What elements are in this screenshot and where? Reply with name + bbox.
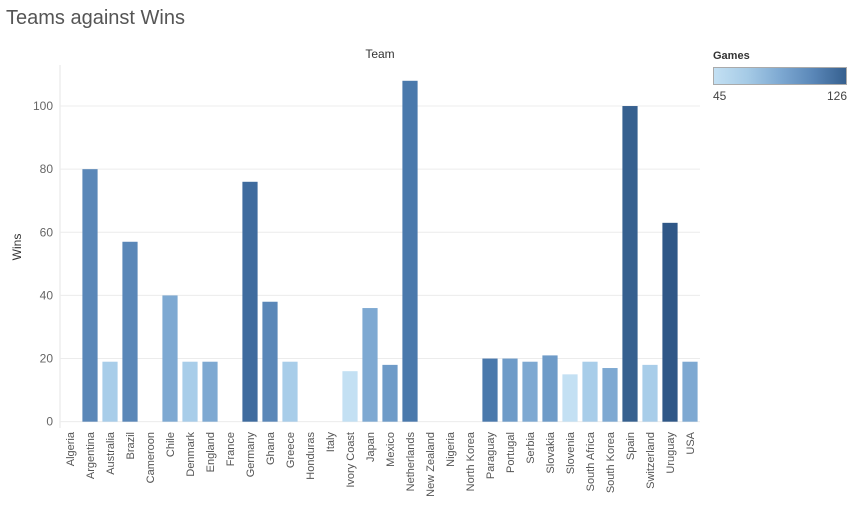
x-tick-label: Mexico <box>385 432 397 467</box>
x-tick-label: Denmark <box>185 432 197 477</box>
x-tick-label: Ghana <box>265 431 277 465</box>
x-tick-label: Slovenia <box>565 431 577 474</box>
bar-slovakia[interactable] <box>542 355 558 422</box>
bar-argentina[interactable] <box>82 169 98 422</box>
y-tick-label: 20 <box>40 352 54 366</box>
x-tick-label: North Korea <box>465 431 477 491</box>
chart-title: Teams against Wins <box>6 7 185 29</box>
y-tick-label: 100 <box>33 99 53 113</box>
bar-ghana[interactable] <box>262 301 278 422</box>
y-tick-label: 0 <box>46 415 53 429</box>
x-tick-label: Germany <box>245 432 257 478</box>
color-legend: Games 45 126 <box>713 50 847 105</box>
y-axis-title: Wins <box>10 234 24 261</box>
x-tick-label: Spain <box>625 432 637 460</box>
bar-switzerland[interactable] <box>642 364 658 422</box>
y-tick-label: 60 <box>40 225 54 239</box>
bar-uruguay[interactable] <box>662 222 678 422</box>
x-tick-label: Slovakia <box>545 431 557 473</box>
bars <box>82 80 698 422</box>
x-tick-label: Japan <box>365 432 377 462</box>
bar-mexico[interactable] <box>382 364 398 422</box>
bar-portugal[interactable] <box>502 358 518 422</box>
bar-slovenia[interactable] <box>562 374 578 422</box>
bar-germany[interactable] <box>242 181 258 422</box>
y-tick-label: 40 <box>40 288 54 302</box>
x-tick-label: Ivory Coast <box>345 432 357 488</box>
x-tick-label: Uruguay <box>665 432 677 474</box>
x-axis-ticks: Algeria Argentina Australia Brazil Cameroon C… <box>65 431 697 497</box>
bar-ivory-coast[interactable] <box>342 371 358 422</box>
bar-brazil[interactable] <box>122 241 138 422</box>
x-tick-label: Cameroon <box>145 432 157 483</box>
bar-chile[interactable] <box>162 295 178 422</box>
x-tick-label: Switzerland <box>645 432 657 489</box>
x-tick-label: Netherlands <box>405 432 417 492</box>
bar-denmark[interactable] <box>182 361 198 422</box>
x-tick-label: Australia <box>105 431 117 475</box>
x-tick-label: New Zealand <box>425 432 437 497</box>
x-tick-label: Paraguay <box>485 432 497 480</box>
x-tick-label: France <box>225 432 237 466</box>
y-axis-ticks: 0 20 40 60 80 100 <box>33 99 53 429</box>
y-tick-label: 80 <box>40 162 54 176</box>
bar-south-korea[interactable] <box>602 368 618 422</box>
bar-greece[interactable] <box>282 361 298 422</box>
x-tick-label: Portugal <box>505 432 517 473</box>
legend-max-label: 126 <box>826 89 847 103</box>
bar-south-africa[interactable] <box>582 361 598 422</box>
x-tick-label: Algeria <box>65 431 77 466</box>
bar-australia[interactable] <box>102 361 118 422</box>
x-tick-label: Serbia <box>525 431 537 464</box>
bar-england[interactable] <box>202 361 218 422</box>
x-axis-title: Team <box>365 47 394 61</box>
legend-title: Games <box>713 50 750 62</box>
bar-usa[interactable] <box>682 361 698 422</box>
bar-paraguay[interactable] <box>482 358 498 422</box>
legend-gradient-bar <box>713 67 847 85</box>
x-tick-label: USA <box>685 431 697 454</box>
bar-serbia[interactable] <box>522 361 538 422</box>
x-tick-label: South Africa <box>585 431 597 491</box>
x-tick-label: Italy <box>325 432 337 453</box>
x-tick-label: Brazil <box>125 432 137 460</box>
bar-netherlands[interactable] <box>402 80 418 422</box>
x-tick-label: Chile <box>165 432 177 457</box>
x-tick-label: Greece <box>285 432 297 468</box>
x-tick-label: Nigeria <box>445 431 457 467</box>
bar-spain[interactable] <box>622 106 638 422</box>
x-tick-label: South Korea <box>605 431 617 493</box>
legend-min-label: 45 <box>713 89 727 103</box>
x-tick-label: Argentina <box>85 431 97 479</box>
x-tick-label: Honduras <box>305 432 317 480</box>
x-tick-label: England <box>205 432 217 472</box>
bar-japan[interactable] <box>362 308 378 422</box>
